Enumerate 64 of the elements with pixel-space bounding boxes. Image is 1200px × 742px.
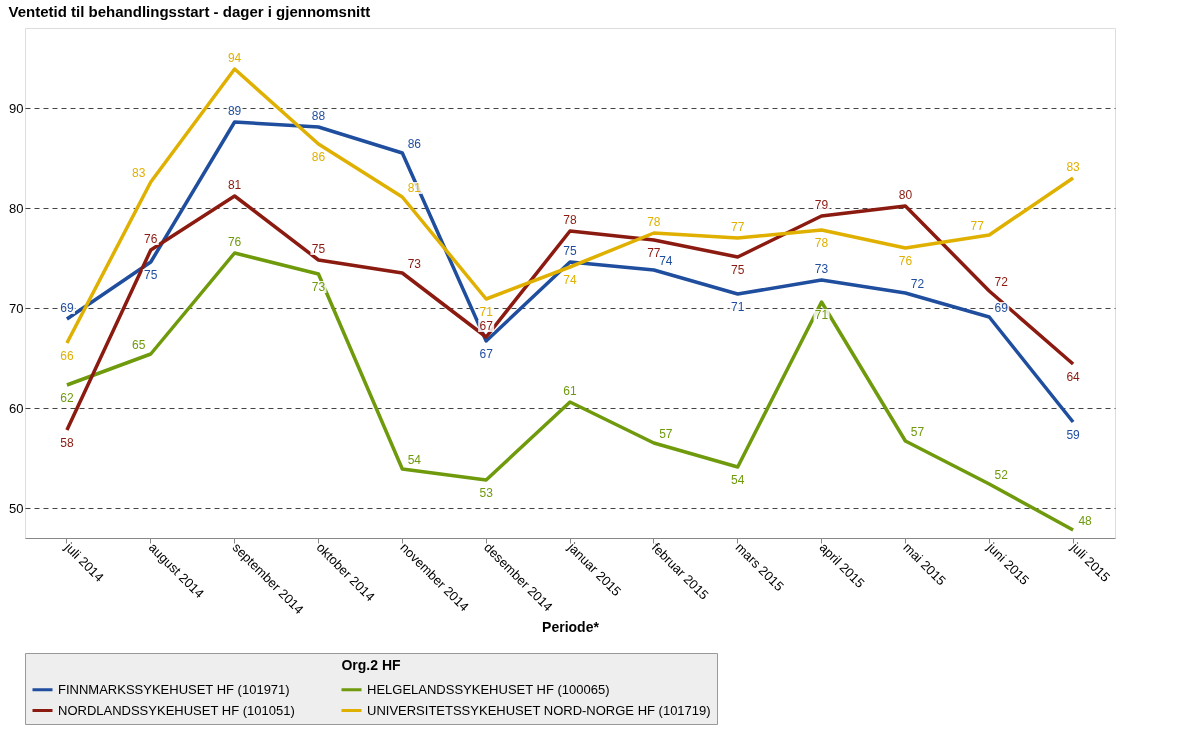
data-label: 67	[479, 319, 494, 333]
data-label: 76	[898, 254, 913, 268]
y-tick-label: 50	[9, 500, 24, 516]
data-label: 81	[407, 181, 422, 195]
data-label: 83	[132, 166, 146, 180]
data-label: 71	[479, 305, 494, 319]
data-label: 73	[407, 257, 422, 271]
data-label: 76	[227, 235, 242, 249]
data-label: 74	[563, 273, 577, 287]
y-tick-label: 90	[9, 100, 24, 116]
data-label: 59	[1066, 428, 1081, 442]
data-label: 69	[60, 301, 74, 315]
data-label: 65	[132, 338, 146, 352]
data-label: 88	[311, 109, 326, 123]
data-label: 71	[814, 308, 829, 322]
legend-label: UNIVERSITETSSYKEHUSET NORD-NORGE HF (101719)	[367, 702, 711, 718]
data-label: 89	[227, 104, 242, 118]
data-label: 75	[311, 242, 326, 256]
data-label: 66	[60, 349, 74, 363]
data-label: 72	[910, 277, 925, 291]
data-label: 71	[731, 300, 745, 314]
data-label: 54	[731, 473, 745, 487]
data-label: 52	[994, 468, 1009, 482]
data-label: 78	[563, 213, 577, 227]
legend-title: Org.2 HF	[341, 657, 401, 673]
x-axis-title: Periode*	[542, 618, 600, 635]
data-label: 86	[311, 150, 326, 164]
data-label: 75	[144, 268, 158, 282]
y-tick-label: 70	[9, 300, 24, 316]
data-label: 86	[407, 137, 422, 151]
data-label: 77	[731, 220, 745, 234]
data-label: 81	[227, 178, 242, 192]
data-label: 48	[1078, 514, 1093, 528]
legend-label: FINNMARKSSYKEHUSET HF (101971)	[58, 681, 290, 697]
legend-label: HELGELANDSSYKEHUSET HF (100065)	[367, 681, 610, 697]
y-tick-label: 60	[9, 400, 24, 416]
data-label: 57	[659, 427, 673, 441]
data-label: 83	[1066, 160, 1081, 174]
data-label: 67	[479, 347, 494, 361]
data-label: 94	[227, 51, 242, 65]
data-label: 53	[479, 486, 494, 500]
data-label: 77	[647, 246, 661, 260]
data-label: 69	[994, 301, 1009, 315]
data-label: 78	[647, 215, 661, 229]
data-label: 77	[970, 219, 985, 233]
data-label: 64	[1066, 370, 1081, 384]
data-label: 73	[814, 262, 829, 276]
legend-label: NORDLANDSSYKEHUSET HF (101051)	[58, 702, 295, 718]
data-label: 73	[311, 280, 326, 294]
data-label: 75	[563, 244, 577, 258]
data-label: 57	[910, 425, 925, 439]
data-label: 75	[731, 263, 745, 277]
data-label: 72	[994, 275, 1009, 289]
data-label: 79	[814, 198, 829, 212]
data-label: 78	[814, 236, 829, 250]
data-label: 80	[898, 188, 913, 202]
data-label: 58	[60, 436, 74, 450]
y-tick-label: 80	[9, 200, 24, 216]
data-label: 74	[659, 254, 673, 268]
data-label: 62	[60, 391, 74, 405]
data-label: 54	[407, 453, 422, 467]
chart-title: Ventetid til behandlingsstart - dager i gjennomsnitt	[8, 3, 371, 20]
data-label: 76	[144, 232, 158, 246]
data-label: 61	[563, 384, 577, 398]
